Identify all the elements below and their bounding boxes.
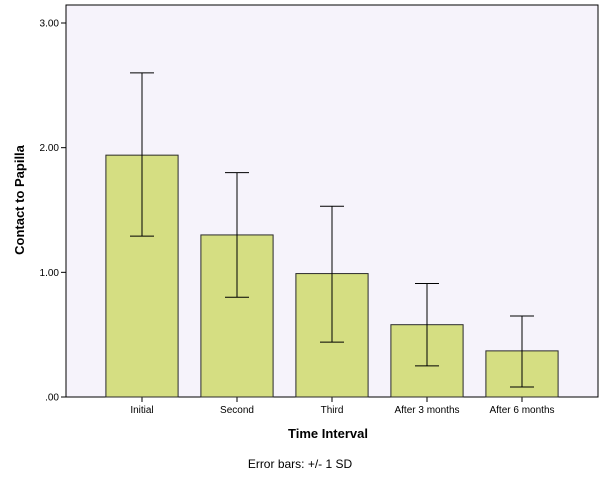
x-tick-label: Second (220, 405, 254, 416)
y-axis: .00 1.00 2.00 3.00 (40, 5, 67, 404)
x-axis: Initial Second Third After 3 months After 6 … (66, 396, 598, 416)
y-axis-title: Contact to Papilla (12, 144, 27, 255)
error-bars (130, 72, 534, 388)
y-tick-label: 3.00 (40, 19, 60, 30)
chart-footnote: Error bars: +/- 1 SD (248, 457, 353, 471)
x-axis-title: Time Interval (288, 426, 368, 441)
y-tick-label: 2.00 (40, 143, 60, 154)
x-tick-label: After 3 months (394, 405, 459, 416)
y-tick-label: .00 (45, 393, 59, 404)
x-tick-label: After 6 months (489, 405, 554, 416)
x-tick-label: Third (321, 405, 344, 416)
y-tick-label: 1.00 (40, 268, 60, 279)
x-tick-label: Initial (130, 405, 153, 416)
